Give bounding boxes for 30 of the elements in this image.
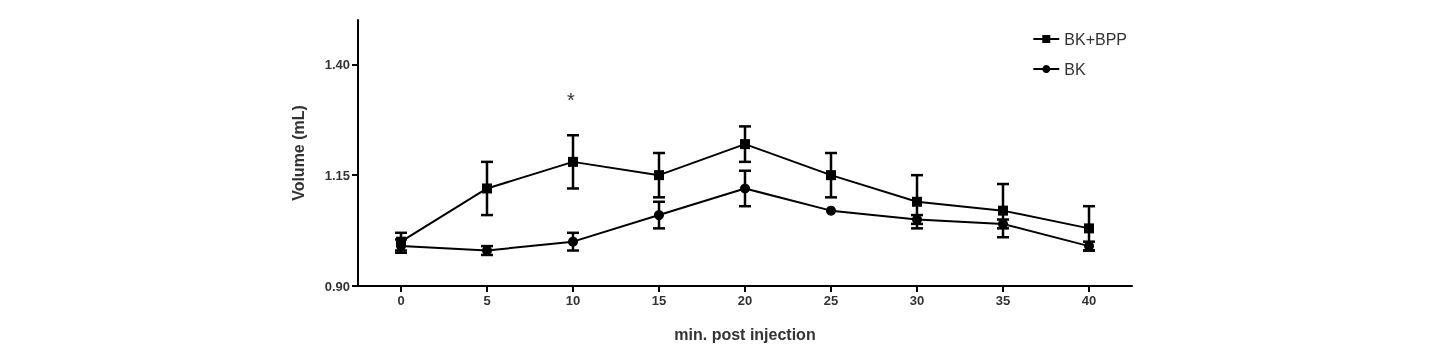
point <box>654 170 664 181</box>
point <box>568 236 578 247</box>
x-tick-label: 30 <box>909 293 925 308</box>
x-tick-label: 10 <box>565 293 581 308</box>
y-tick-label: 1.40 <box>324 56 350 72</box>
y-axis-title: Volume (mL) <box>289 105 307 201</box>
point <box>912 196 922 207</box>
point <box>568 156 578 167</box>
y-tick-label: 1.15 <box>324 167 350 183</box>
point <box>654 210 664 221</box>
x-tick-label: 20 <box>737 293 753 308</box>
annotation: * <box>567 89 575 111</box>
x-tick-label: 35 <box>995 293 1011 308</box>
point <box>482 183 492 194</box>
legend-label: BK <box>1064 60 1086 78</box>
x-tick-label: 15 <box>651 293 667 308</box>
point <box>1084 223 1094 234</box>
x-tick-label: 5 <box>483 293 491 308</box>
point <box>740 183 750 194</box>
x-axis-title: min. post injection <box>674 325 816 343</box>
y-tick-label: 0.90 <box>324 278 350 294</box>
point <box>740 139 750 150</box>
point <box>826 170 836 181</box>
x-tick-label: 0 <box>397 293 405 308</box>
point <box>396 236 406 247</box>
x-tick-label: 40 <box>1081 293 1097 308</box>
x-tick-label: 25 <box>823 293 839 308</box>
point <box>998 205 1008 216</box>
point <box>826 205 836 216</box>
legend-label: BK+BPP <box>1064 30 1127 48</box>
